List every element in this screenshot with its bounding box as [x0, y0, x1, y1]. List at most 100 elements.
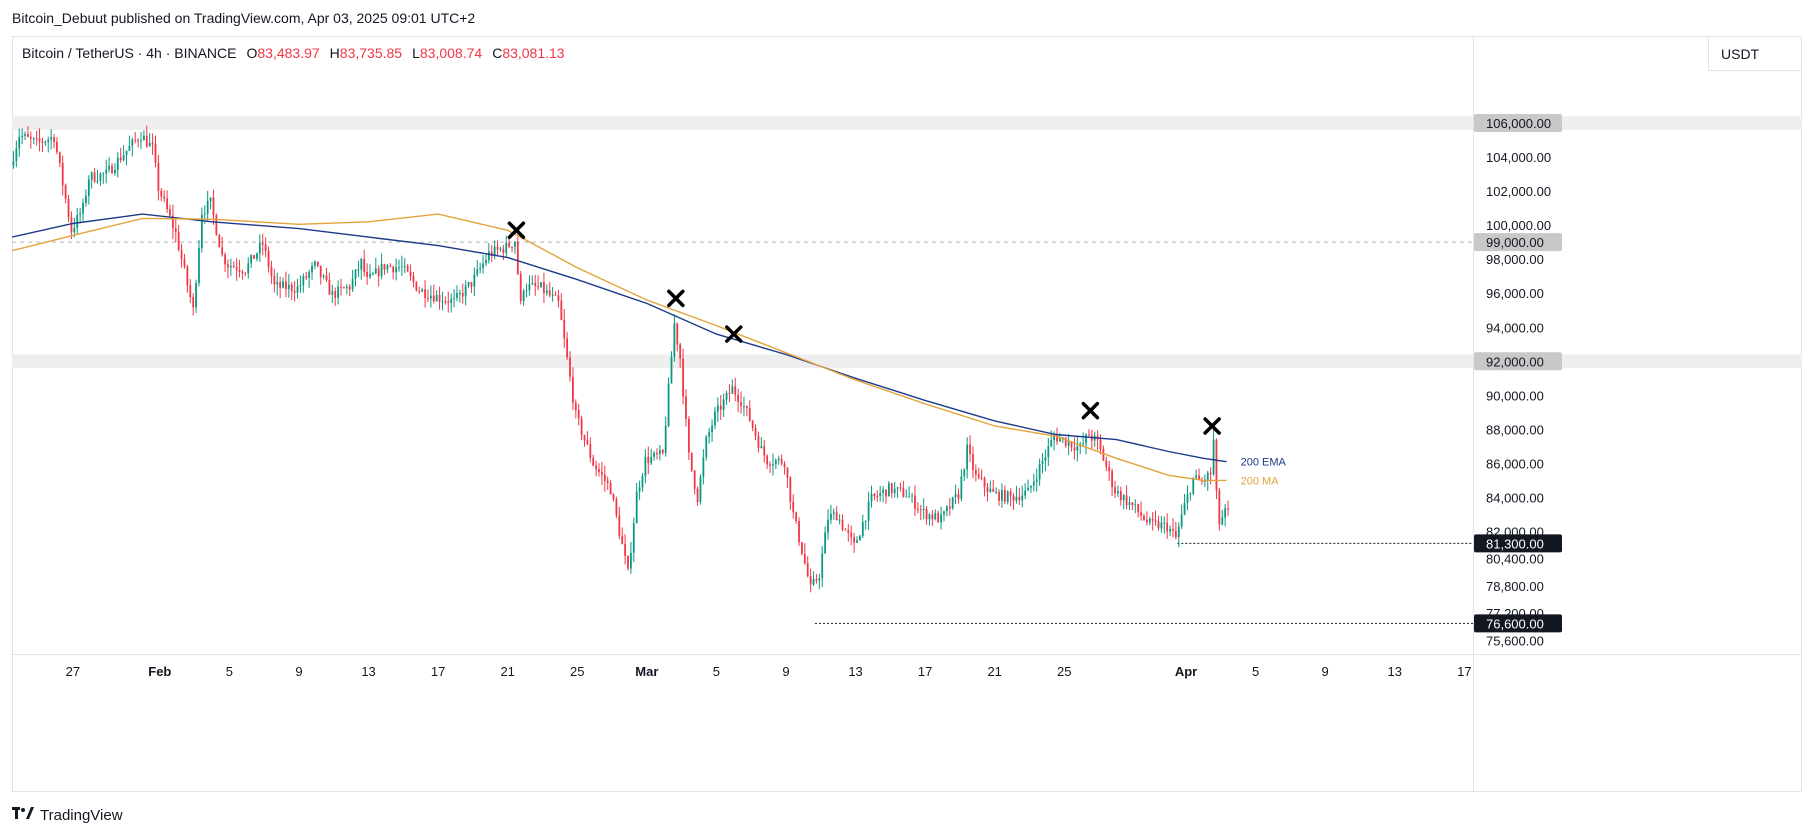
- publish-caption: Bitcoin_Debuut published on TradingView.…: [12, 10, 476, 26]
- candle-down: [757, 436, 760, 448]
- candle-down: [264, 244, 267, 251]
- candle-down: [157, 162, 160, 191]
- candle-up: [369, 273, 371, 277]
- candle-up: [870, 493, 873, 502]
- candle-down: [815, 579, 818, 581]
- candle-up: [635, 491, 638, 524]
- candle-up: [398, 267, 400, 269]
- close-value: 83,081.13: [502, 45, 565, 61]
- tradingview-logo-icon: [12, 806, 34, 825]
- candle-down: [577, 410, 580, 419]
- candle-down: [53, 137, 55, 142]
- candle-up: [1001, 489, 1003, 501]
- candle-up: [1041, 460, 1044, 465]
- candle-up: [824, 532, 827, 554]
- candle-down: [803, 553, 806, 564]
- candle-up: [441, 301, 444, 303]
- candle-up: [1183, 502, 1186, 515]
- candle-up: [632, 523, 635, 553]
- candle-down: [1114, 487, 1116, 494]
- candle-down: [363, 258, 366, 272]
- time-axis-tick: 13: [361, 664, 375, 679]
- open-value: 83,483.97: [257, 45, 320, 61]
- candle-up: [140, 140, 142, 142]
- candle-down: [974, 469, 977, 475]
- candle-up: [1067, 441, 1070, 446]
- candle-up: [908, 496, 911, 498]
- price-chart[interactable]: 200 EMA 200 MA 104,000.00 102,000.00 100,000…: [12, 36, 1802, 792]
- candle-up: [299, 285, 302, 287]
- price-axis-tick: 86,000.00: [1486, 456, 1544, 471]
- candle-down: [61, 162, 64, 186]
- candle-up: [1206, 472, 1209, 481]
- candle-down: [792, 501, 795, 513]
- candle-down: [809, 576, 812, 585]
- candle-down: [334, 291, 337, 298]
- time-axis-tick: 17: [431, 664, 445, 679]
- candle-up: [522, 290, 525, 302]
- candle-up: [722, 399, 725, 410]
- candle-down: [969, 444, 971, 454]
- candle-up: [861, 522, 864, 536]
- candle-up: [911, 495, 913, 497]
- candle-down: [748, 407, 751, 421]
- candle-down: [606, 480, 609, 483]
- ema-200-line[interactable]: [12, 213, 1227, 463]
- candle-down: [919, 509, 922, 511]
- candle-up: [893, 488, 896, 494]
- candle-down: [798, 521, 800, 543]
- footer-brand[interactable]: TradingView: [12, 806, 123, 825]
- candle-down: [1125, 495, 1128, 506]
- currency-unit-button[interactable]: USDT: [1708, 37, 1802, 71]
- candle-up: [832, 512, 835, 514]
- candle-up: [1180, 514, 1183, 527]
- candle-down: [751, 420, 754, 428]
- candle-up: [1032, 481, 1035, 486]
- price-level-badge: [1474, 114, 1562, 133]
- candle-down: [267, 250, 270, 267]
- candle-down: [189, 285, 192, 298]
- candle-down: [409, 271, 412, 277]
- candle-down: [847, 530, 850, 533]
- candle-down: [285, 281, 287, 290]
- candle-down: [740, 402, 742, 407]
- candle-up: [774, 460, 777, 465]
- symbol-label[interactable]: Bitcoin / TetherUS · 4h · BINANCE: [22, 45, 237, 61]
- candle-up: [1177, 526, 1180, 538]
- candle-down: [1088, 434, 1090, 436]
- candle-up: [73, 227, 76, 233]
- candle-up: [896, 487, 899, 489]
- candle-down: [916, 508, 919, 510]
- rejection-x-marker: [507, 221, 526, 240]
- support-resistance-zone: [12, 354, 1802, 369]
- candle-down: [1166, 522, 1169, 532]
- candle-down: [166, 198, 168, 210]
- price-axis-tick: 98,000.00: [1486, 252, 1544, 267]
- candle-down: [418, 290, 421, 292]
- candle-down: [789, 477, 792, 502]
- candle-up: [1030, 485, 1032, 488]
- candle-up: [1224, 508, 1227, 518]
- candle-down: [682, 358, 684, 397]
- candle-down: [734, 386, 737, 395]
- candle-up: [87, 179, 90, 196]
- low-label: L: [412, 45, 420, 61]
- candle-down: [1018, 496, 1021, 501]
- candle-up: [658, 449, 661, 455]
- candle-down: [241, 271, 244, 274]
- candle-down: [554, 294, 557, 296]
- candle-down: [186, 266, 189, 286]
- ma-200-line[interactable]: [12, 213, 1227, 482]
- candle-up: [638, 487, 641, 492]
- candle-down: [447, 301, 450, 303]
- candle-down: [685, 396, 687, 420]
- candle-up: [198, 247, 200, 283]
- time-axis-tick: 9: [782, 664, 789, 679]
- candle-down: [519, 273, 522, 302]
- candle-down: [145, 135, 148, 147]
- candle-up: [24, 134, 26, 136]
- candle-down: [496, 246, 499, 250]
- candle-down: [192, 297, 195, 308]
- time-axis-tick: 21: [500, 664, 514, 679]
- candle-down: [890, 483, 893, 494]
